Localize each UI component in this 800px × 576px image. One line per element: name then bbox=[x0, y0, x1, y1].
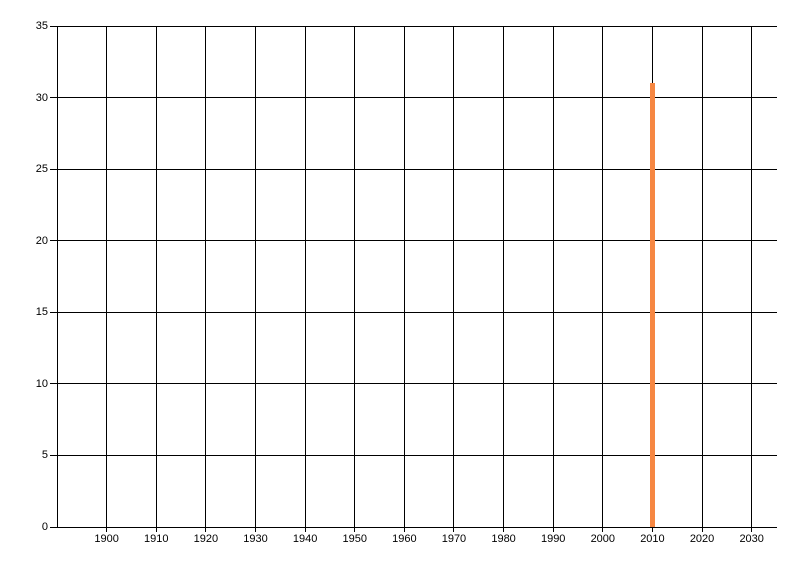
y-tick-label-30: 30 bbox=[35, 91, 48, 104]
x-gridline-1940 bbox=[304, 26, 306, 532]
x-tick-label-1970: 1970 bbox=[441, 533, 467, 545]
x-axis-line bbox=[50, 526, 777, 528]
x-tick-label-1980: 1980 bbox=[491, 533, 516, 545]
x-tick-label-1960: 1960 bbox=[392, 533, 417, 545]
y-tick-label-20: 20 bbox=[35, 234, 48, 247]
x-tick-label-2030: 2030 bbox=[739, 533, 764, 545]
x-gridline-1910 bbox=[155, 26, 157, 532]
x-gridline-1960 bbox=[403, 26, 405, 532]
y-gridline-5 bbox=[50, 454, 777, 456]
x-gridline-1980 bbox=[503, 26, 505, 532]
x-tick-label-1990: 1990 bbox=[540, 533, 566, 545]
y-gridline-15 bbox=[50, 311, 777, 313]
x-tick-label-1950: 1950 bbox=[342, 533, 367, 545]
y-tick-label-10: 10 bbox=[35, 377, 48, 390]
x-tick-label-1910: 1910 bbox=[143, 533, 169, 545]
bar-2010 bbox=[649, 83, 655, 527]
x-tick-label-1930: 1930 bbox=[243, 533, 268, 545]
y-gridline-10 bbox=[50, 383, 777, 385]
y-gridline-20 bbox=[50, 240, 777, 242]
x-gridline-1900 bbox=[106, 26, 108, 532]
x-gridline-1970 bbox=[453, 26, 455, 532]
x-tick-label-2000: 2000 bbox=[590, 533, 616, 545]
y-tick-label-35: 35 bbox=[35, 20, 48, 32]
x-gridline-2020 bbox=[701, 26, 703, 532]
x-gridline-1990 bbox=[552, 26, 554, 532]
x-gridline-2030 bbox=[751, 26, 753, 532]
y-gridline-30 bbox=[50, 97, 777, 99]
x-tick-label-2020: 2020 bbox=[689, 533, 715, 545]
y-tick-label-25: 25 bbox=[35, 163, 48, 176]
x-gridline-1920 bbox=[205, 26, 207, 532]
y-gridline-25 bbox=[50, 168, 777, 170]
x-tick-label-1940: 1940 bbox=[292, 533, 318, 545]
y-tick-label-0: 0 bbox=[41, 521, 48, 533]
y-tick-label-5: 5 bbox=[41, 449, 48, 462]
x-tick-label-1900: 1900 bbox=[94, 533, 119, 545]
y-axis-spine bbox=[56, 26, 58, 527]
x-gridline-2000 bbox=[602, 26, 604, 532]
x-gridline-1930 bbox=[254, 26, 256, 532]
y-gridline-35 bbox=[50, 25, 777, 27]
x-gridline-1950 bbox=[354, 26, 356, 532]
x-tick-label-1920: 1920 bbox=[193, 533, 219, 545]
y-tick-label-15: 15 bbox=[35, 306, 48, 319]
x-tick-label-2010: 2010 bbox=[640, 533, 665, 545]
